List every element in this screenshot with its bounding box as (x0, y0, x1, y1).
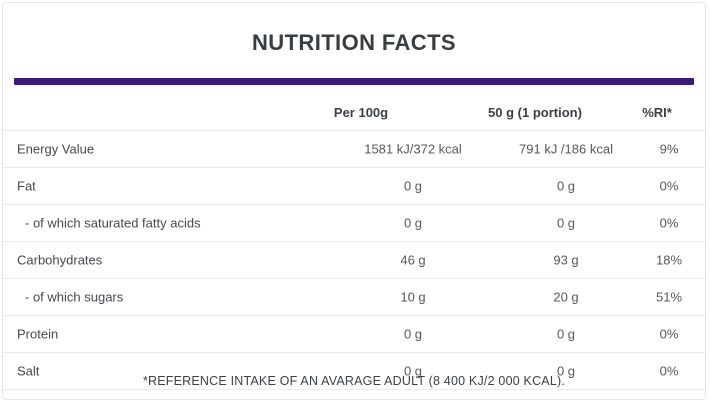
value-ri: 9% (659, 141, 679, 157)
value-per-100g: 1581 kJ/372 kcal (364, 141, 462, 157)
row-label: Fat (17, 178, 36, 194)
row-label: - of which sugars (25, 289, 124, 305)
table-row-sugars: - of which sugars 10 g 20 g 51% (3, 279, 705, 316)
value-per-100g: 10 g (400, 289, 426, 305)
value-ri: 0% (659, 326, 679, 342)
value-per-100g: 0 g (403, 178, 423, 194)
row-label: Energy Value (17, 141, 95, 157)
value-ri: 0% (659, 363, 679, 379)
table-header-row: Per 100g 50 g (1 portion) %RI* (3, 97, 705, 131)
value-ri: 0% (659, 215, 679, 231)
row-label: Salt (17, 363, 40, 379)
value-ri: 0% (659, 178, 679, 194)
reference-intake-footnote: *REFERENCE INTAKE OF AN AVARAGE ADULT (8… (142, 374, 566, 388)
table-row-saturated-fat: - of which saturated fatty acids 0 g 0 g… (3, 205, 705, 242)
table-row-fat: Fat 0 g 0 g 0% (3, 168, 705, 205)
column-header-per-portion: 50 g (1 portion) (488, 105, 582, 120)
value-per-portion: 791 kJ /186 kcal (519, 141, 613, 157)
accent-divider (14, 78, 694, 85)
nutrition-facts-card: NUTRITION FACTS Per 100g 50 g (1 portion… (2, 2, 706, 400)
table-row-protein: Protein 0 g 0 g 0% (3, 316, 705, 353)
table-row-carbohydrates: Carbohydrates 46 g 93 g 18% (3, 242, 705, 279)
value-ri: 18% (655, 252, 683, 268)
value-per-100g: 0 g (403, 215, 423, 231)
value-per-portion: 93 g (553, 252, 579, 268)
value-ri: 51% (655, 289, 683, 305)
value-per-portion: 20 g (553, 289, 579, 305)
column-header-ri: %RI* (642, 105, 672, 120)
value-per-100g: 0 g (403, 363, 423, 379)
value-per-portion: 0 g (556, 326, 576, 342)
value-per-100g: 46 g (400, 252, 426, 268)
table-row-energy: Energy Value 1581 kJ/372 kcal 791 kJ /18… (3, 131, 705, 168)
row-label: Protein (17, 326, 59, 342)
row-label: - of which saturated fatty acids (25, 215, 201, 231)
value-per-portion: 0 g (556, 363, 576, 379)
value-per-portion: 0 g (556, 178, 576, 194)
value-per-100g: 0 g (403, 326, 423, 342)
page-title: NUTRITION FACTS (252, 30, 456, 55)
value-per-portion: 0 g (556, 215, 576, 231)
table-row-salt: Salt 0 g 0 g 0% (3, 353, 705, 390)
column-header-per-100g: Per 100g (333, 105, 389, 120)
row-label: Carbohydrates (17, 252, 103, 268)
